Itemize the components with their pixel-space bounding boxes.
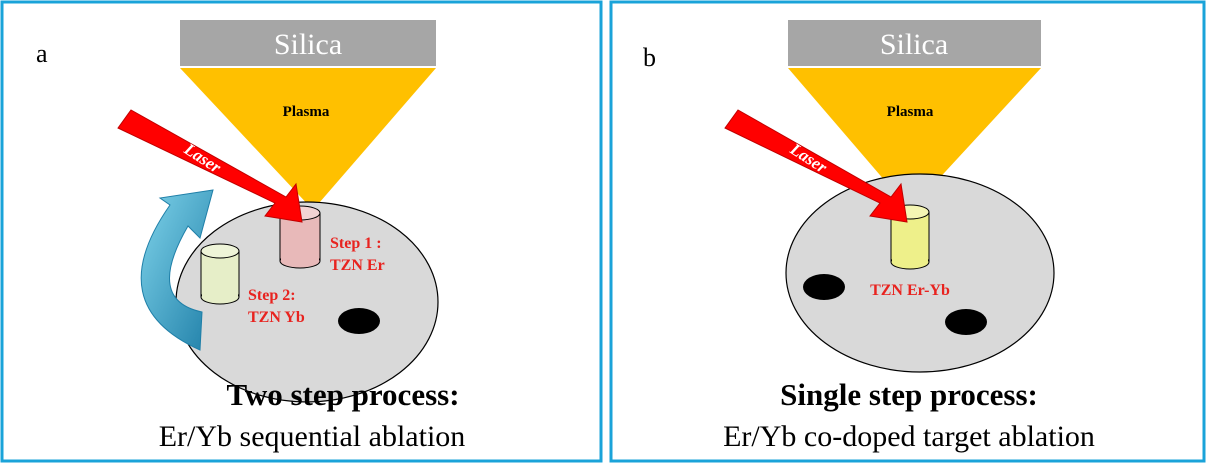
silica-label: Silica [880, 28, 948, 61]
rotation-arrow-icon [140, 189, 214, 351]
caption-subtitle: Er/Yb sequential ablation [159, 420, 466, 453]
step1-label-line2: TZN Er [330, 257, 385, 274]
target-hole-left [803, 274, 845, 300]
plasma-label: Plasma [283, 104, 330, 120]
plasma-plume [788, 68, 1041, 210]
step1-label-line1: Step 1 : [330, 235, 382, 252]
panel-b: b Silica Plasma Laser TZN Er-Yb Single s… [609, 0, 1206, 463]
laser-beam [724, 109, 908, 223]
plasma-plume [180, 68, 436, 210]
caption-title: Single step process: [780, 377, 1038, 412]
target-disk [785, 173, 1055, 373]
panel-b-diagram: b Silica Plasma Laser TZN Er-Yb Single s… [609, 0, 1206, 463]
silica-substrate [180, 20, 436, 66]
panel-a: a Silica Plasma [0, 0, 603, 463]
panel-letter: b [643, 43, 656, 72]
panel-letter: a [36, 39, 48, 68]
caption-title: Two step process: [226, 377, 459, 412]
target-label: TZN Er-Yb [870, 282, 950, 299]
silica-substrate [788, 20, 1041, 66]
panel-frame [0, 0, 603, 463]
target-cylinder-yb [200, 243, 240, 305]
laser-beam [117, 109, 303, 223]
panel-frame [609, 0, 1206, 463]
target-hole-right [945, 309, 987, 335]
silica-label: Silica [274, 28, 342, 61]
step2-label-line1: Step 2: [248, 287, 296, 304]
target-hole [338, 308, 380, 334]
caption-subtitle: Er/Yb co-doped target ablation [723, 420, 1095, 453]
plasma-label: Plasma [887, 104, 934, 120]
step2-label-line2: TZN Yb [248, 309, 305, 326]
panel-a-diagram: a Silica Plasma [0, 0, 603, 463]
